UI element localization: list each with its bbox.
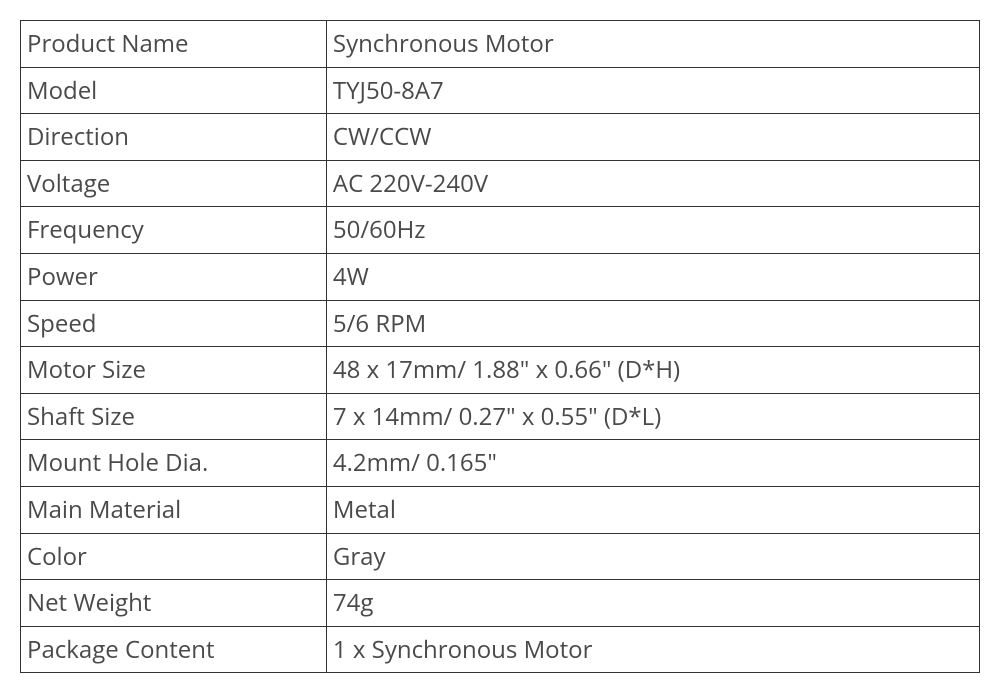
spec-value: 1 x Synchronous Motor bbox=[326, 626, 979, 673]
spec-label: Shaft Size bbox=[21, 393, 327, 440]
table-row: Model TYJ50-8A7 bbox=[21, 67, 980, 114]
spec-label: Package Content bbox=[21, 626, 327, 673]
spec-value: 4W bbox=[326, 253, 979, 300]
spec-label: Direction bbox=[21, 114, 327, 161]
table-row: Main Material Metal bbox=[21, 486, 980, 533]
spec-table: Product Name Synchronous Motor Model TYJ… bbox=[20, 20, 980, 673]
table-row: Shaft Size 7 x 14mm/ 0.27" x 0.55" (D*L) bbox=[21, 393, 980, 440]
spec-label: Frequency bbox=[21, 207, 327, 254]
spec-value: 50/60Hz bbox=[326, 207, 979, 254]
spec-label: Motor Size bbox=[21, 347, 327, 394]
table-row: Direction CW/CCW bbox=[21, 114, 980, 161]
spec-value: Gray bbox=[326, 533, 979, 580]
spec-value: Metal bbox=[326, 486, 979, 533]
spec-value: 5/6 RPM bbox=[326, 300, 979, 347]
table-row: Voltage AC 220V-240V bbox=[21, 160, 980, 207]
spec-value: Synchronous Motor bbox=[326, 21, 979, 68]
spec-label: Power bbox=[21, 253, 327, 300]
spec-value: AC 220V-240V bbox=[326, 160, 979, 207]
table-row: Product Name Synchronous Motor bbox=[21, 21, 980, 68]
table-row: Motor Size 48 x 17mm/ 1.88" x 0.66" (D*H… bbox=[21, 347, 980, 394]
spec-label: Main Material bbox=[21, 486, 327, 533]
spec-value: 48 x 17mm/ 1.88" x 0.66" (D*H) bbox=[326, 347, 979, 394]
spec-value: 74g bbox=[326, 580, 979, 627]
table-row: Speed 5/6 RPM bbox=[21, 300, 980, 347]
table-row: Frequency 50/60Hz bbox=[21, 207, 980, 254]
table-row: Mount Hole Dia. 4.2mm/ 0.165" bbox=[21, 440, 980, 487]
table-row: Net Weight 74g bbox=[21, 580, 980, 627]
table-row: Color Gray bbox=[21, 533, 980, 580]
spec-label: Net Weight bbox=[21, 580, 327, 627]
spec-label: Model bbox=[21, 67, 327, 114]
spec-table-body: Product Name Synchronous Motor Model TYJ… bbox=[21, 21, 980, 673]
spec-value: CW/CCW bbox=[326, 114, 979, 161]
spec-label: Speed bbox=[21, 300, 327, 347]
spec-label: Product Name bbox=[21, 21, 327, 68]
spec-label: Mount Hole Dia. bbox=[21, 440, 327, 487]
spec-label: Voltage bbox=[21, 160, 327, 207]
spec-label: Color bbox=[21, 533, 327, 580]
table-row: Package Content 1 x Synchronous Motor bbox=[21, 626, 980, 673]
spec-value: 7 x 14mm/ 0.27" x 0.55" (D*L) bbox=[326, 393, 979, 440]
spec-value: 4.2mm/ 0.165" bbox=[326, 440, 979, 487]
spec-value: TYJ50-8A7 bbox=[326, 67, 979, 114]
table-row: Power 4W bbox=[21, 253, 980, 300]
